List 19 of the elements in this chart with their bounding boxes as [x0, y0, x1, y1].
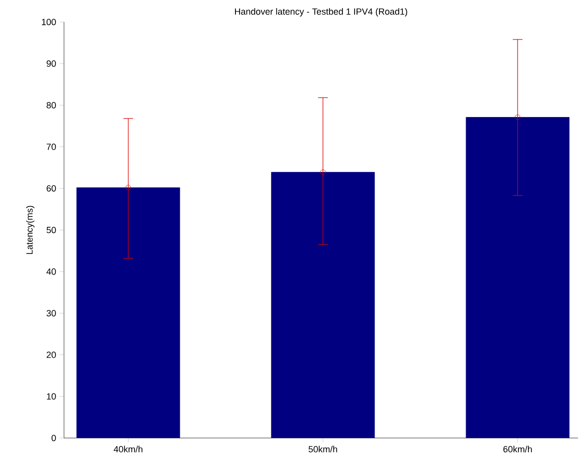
- y-tick-label: 0: [52, 434, 56, 442]
- chart-title: Handover latency - Testbed 1 IPV4 (Road1): [235, 8, 408, 16]
- y-axis-title: Latency(ms): [26, 206, 34, 254]
- y-tick-label: 30: [46, 310, 56, 316]
- y-tick-label: 40: [46, 268, 56, 275]
- point: [320, 169, 326, 175]
- point: [514, 114, 520, 120]
- y-tick-label: 10: [46, 393, 56, 400]
- y-tick-label: 60: [46, 185, 56, 192]
- y-tick-label: 70: [46, 144, 56, 150]
- y-tick-label: 50: [46, 226, 56, 234]
- y-tick-label: 90: [46, 60, 56, 67]
- x-tick-label: 50km/h: [308, 446, 338, 452]
- y-tick-label: 80: [46, 102, 56, 108]
- y-tick-label: 20: [46, 352, 56, 358]
- x-tick-label: 60km/h: [503, 446, 532, 452]
- point: [126, 184, 131, 190]
- x-tick-label: 40km/h: [114, 446, 142, 452]
- y-tick-label: 100: [42, 18, 56, 26]
